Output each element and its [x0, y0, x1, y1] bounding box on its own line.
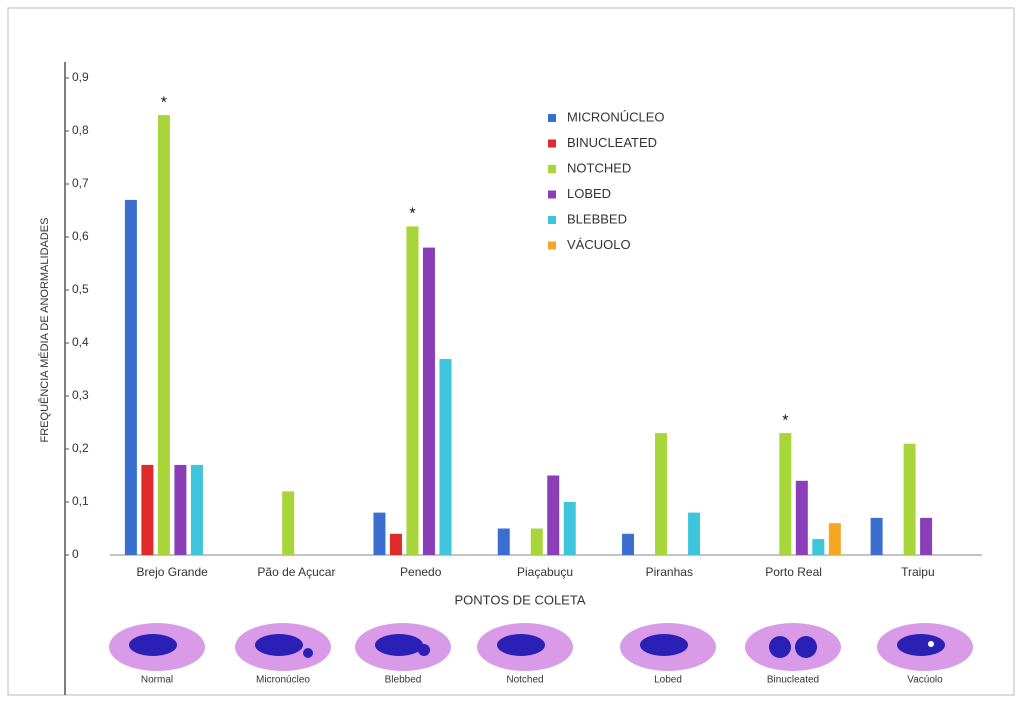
y-tick-label: 0,2	[72, 441, 89, 455]
y-tick-label: 0,1	[72, 494, 89, 508]
y-tick-label: 0,9	[72, 70, 89, 84]
legend-label: MICRONÚCLEO	[567, 109, 665, 124]
legend-swatch	[548, 139, 556, 148]
bar	[497, 528, 510, 555]
bar	[828, 523, 841, 555]
x-tick-label: Penedo	[400, 565, 442, 579]
legend-label: NOTCHED	[567, 160, 631, 175]
x-tick-label: Pão de Açucar	[257, 565, 335, 579]
cell-label: Binucleated	[767, 675, 819, 686]
x-tick-label: Piranhas	[646, 565, 693, 579]
vacuole	[928, 641, 934, 647]
bar	[157, 115, 170, 555]
bar	[422, 247, 435, 555]
bar	[779, 433, 792, 555]
legend-label: BINUCLEATED	[567, 135, 657, 150]
bar	[141, 464, 154, 555]
cell-label: Normal	[141, 675, 173, 686]
bar	[406, 226, 419, 555]
x-tick-label: Porto Real	[765, 565, 822, 579]
nucleus	[375, 634, 423, 656]
bleb	[418, 644, 430, 656]
bar	[439, 358, 452, 555]
bar	[373, 512, 386, 555]
bar	[688, 512, 701, 555]
bar	[190, 464, 203, 555]
frame	[7, 7, 1015, 696]
x-axis-label: PONTOS DE COLETA	[455, 592, 586, 607]
y-tick-label: 0,5	[72, 282, 89, 296]
nucleus	[640, 634, 688, 656]
y-tick-label: 0,4	[72, 335, 89, 349]
nucleus	[497, 634, 545, 656]
y-tick-label: 0,7	[72, 176, 89, 190]
y-axis-label: FREQUÊNCIA MÉDIA DE ANORMALIDADES	[38, 218, 51, 443]
bar	[124, 199, 137, 555]
bar	[530, 528, 543, 555]
legend-swatch	[548, 216, 556, 224]
bar	[174, 464, 187, 555]
x-tick-label: Piaçabuçu	[517, 565, 573, 579]
x-tick-label: Traipu	[901, 565, 935, 579]
nucleus	[897, 634, 945, 656]
bar	[920, 517, 933, 555]
bar	[795, 480, 808, 555]
bar	[389, 533, 402, 555]
legend-swatch	[548, 114, 556, 122]
significance-mark: *	[782, 412, 788, 429]
bar	[812, 539, 825, 555]
cell	[745, 623, 841, 671]
significance-mark: *	[409, 206, 415, 223]
bar	[622, 533, 635, 555]
cell-label: Micronúcleo	[256, 675, 310, 686]
bar	[563, 502, 576, 555]
cell-label: Blebbed	[385, 675, 422, 686]
legend-swatch	[548, 190, 556, 199]
cell-label: Notched	[506, 675, 543, 686]
nucleus	[255, 634, 303, 656]
cell-label: Vacúolo	[907, 675, 943, 686]
legend-swatch	[548, 241, 556, 250]
nucleus	[769, 636, 791, 658]
legend-label: BLEBBED	[567, 211, 627, 226]
bar	[870, 517, 883, 555]
cell-label: Lobed	[654, 675, 682, 686]
legend-swatch	[548, 165, 556, 173]
bar	[547, 475, 560, 555]
bar	[903, 443, 916, 555]
x-tick-label: Brejo Grande	[136, 565, 208, 579]
y-tick-label: 0,3	[72, 388, 89, 402]
significance-mark: *	[161, 94, 167, 111]
micronucleus	[303, 648, 313, 658]
bar	[655, 433, 668, 555]
y-tick-label: 0,6	[72, 229, 89, 243]
bar	[282, 491, 295, 555]
nucleus	[795, 636, 817, 658]
legend-label: VÁCUOLO	[567, 237, 631, 252]
y-tick-label: 0,8	[72, 123, 89, 137]
nucleus	[129, 634, 177, 656]
y-tick-label: 0	[72, 547, 79, 561]
legend-label: LOBED	[567, 186, 611, 201]
